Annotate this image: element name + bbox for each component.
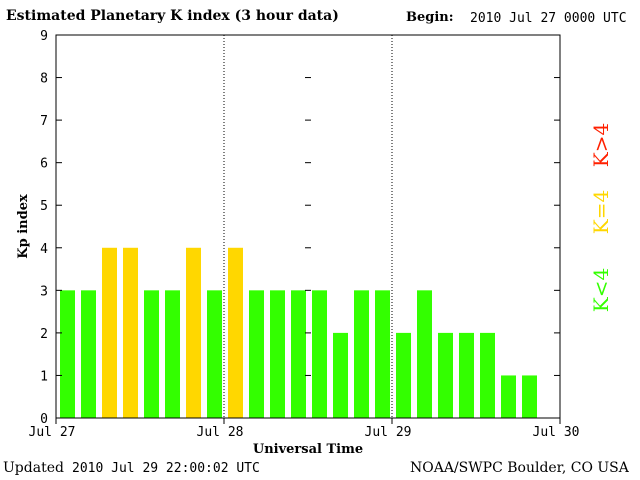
y-tick-label: 9 — [40, 29, 48, 44]
x-tick-label: Jul 30 — [533, 425, 580, 440]
legend-item: K=4 — [589, 190, 613, 234]
kp-bar — [144, 290, 159, 418]
kp-bar — [417, 290, 432, 418]
y-tick-label: 3 — [40, 284, 48, 299]
x-tick-label: Jul 28 — [197, 425, 244, 440]
kp-bar — [312, 290, 327, 418]
kp-bar — [81, 290, 96, 418]
y-tick-label: 5 — [40, 199, 48, 214]
kp-bar — [291, 290, 306, 418]
kp-bar — [186, 247, 201, 418]
begin-value: 2010 Jul 27 0000 UTC — [470, 11, 627, 26]
y-axis-label: Kp index — [16, 194, 31, 259]
kp-bar — [459, 332, 474, 418]
x-tick-label: Jul 29 — [365, 425, 412, 440]
kp-bar — [438, 332, 453, 418]
y-tick-label: 2 — [40, 327, 48, 342]
y-tick-label: 7 — [40, 114, 48, 129]
chart-grid — [223, 35, 393, 418]
begin-label: Begin: — [406, 10, 454, 25]
credit-text: NOAA/SWPC Boulder, CO USA — [410, 460, 629, 476]
y-tick-label: 1 — [40, 369, 48, 384]
kp-bar — [228, 247, 243, 418]
kp-bar — [207, 290, 222, 418]
kp-bar — [165, 290, 180, 418]
kp-bar — [480, 332, 495, 418]
kp-bar — [375, 290, 390, 418]
x-axis: Jul 27 Jul 28 Jul 29 Jul 30 — [29, 418, 580, 440]
kp-bar — [60, 290, 75, 418]
updated-label: Updated — [3, 460, 64, 476]
kp-bar — [123, 247, 138, 418]
kp-bar — [501, 375, 516, 418]
chart-title: Estimated Planetary K index (3 hour data… — [6, 8, 339, 24]
x-tick-label: Jul 27 — [29, 425, 76, 440]
y-tick-label: 4 — [40, 242, 48, 257]
legend-item: K<4 — [589, 268, 613, 312]
kp-bar — [270, 290, 285, 418]
kp-bar — [396, 332, 411, 418]
legend: K<4 K=4 K>4 — [589, 123, 613, 312]
kp-bar — [522, 375, 537, 418]
kp-bar — [333, 332, 348, 418]
updated-value: 2010 Jul 29 22:00:02 UTC — [72, 461, 260, 476]
kp-bar — [249, 290, 264, 418]
y-tick-label: 0 — [40, 412, 48, 427]
y-tick-label: 6 — [40, 157, 48, 172]
y-axis: 0 1 2 3 4 5 6 7 8 9 — [40, 29, 560, 427]
y-tick-label: 8 — [40, 72, 48, 87]
legend-item: K>4 — [589, 123, 613, 167]
x-axis-label: Universal Time — [253, 442, 363, 457]
kp-bar — [102, 247, 117, 418]
bars-group — [60, 247, 537, 418]
kp-bar — [354, 290, 369, 418]
